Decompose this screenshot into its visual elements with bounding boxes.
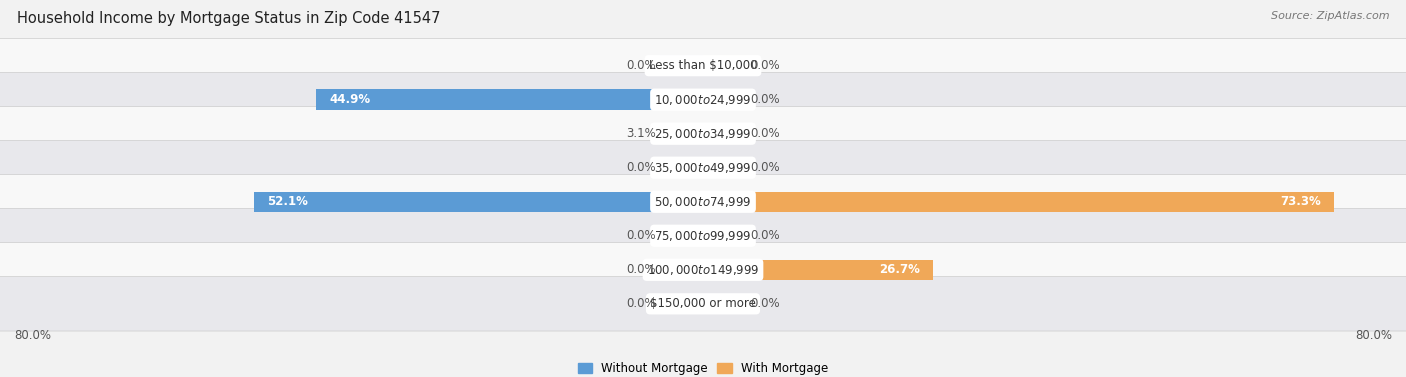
- Text: $50,000 to $74,999: $50,000 to $74,999: [654, 195, 752, 209]
- Text: 0.0%: 0.0%: [751, 93, 780, 106]
- FancyBboxPatch shape: [0, 175, 1406, 229]
- Bar: [659, 294, 703, 314]
- Bar: [659, 55, 703, 76]
- Bar: [703, 225, 747, 246]
- Bar: [703, 158, 747, 178]
- Text: 80.0%: 80.0%: [14, 329, 51, 342]
- Legend: Without Mortgage, With Mortgage: Without Mortgage, With Mortgage: [574, 357, 832, 377]
- FancyBboxPatch shape: [0, 242, 1406, 297]
- Text: 52.1%: 52.1%: [267, 195, 308, 208]
- FancyBboxPatch shape: [0, 141, 1406, 195]
- Text: 0.0%: 0.0%: [626, 59, 655, 72]
- Text: 0.0%: 0.0%: [626, 161, 655, 174]
- Text: Household Income by Mortgage Status in Zip Code 41547: Household Income by Mortgage Status in Z…: [17, 11, 440, 26]
- Text: 44.9%: 44.9%: [329, 93, 370, 106]
- FancyBboxPatch shape: [0, 208, 1406, 263]
- Text: $35,000 to $49,999: $35,000 to $49,999: [654, 161, 752, 175]
- Text: 0.0%: 0.0%: [626, 229, 655, 242]
- Bar: [659, 260, 703, 280]
- Bar: [659, 124, 703, 144]
- Text: $75,000 to $99,999: $75,000 to $99,999: [654, 229, 752, 243]
- Bar: [703, 55, 747, 76]
- Text: 0.0%: 0.0%: [751, 59, 780, 72]
- Text: $100,000 to $149,999: $100,000 to $149,999: [647, 263, 759, 277]
- Text: 0.0%: 0.0%: [751, 127, 780, 140]
- Text: 80.0%: 80.0%: [1355, 329, 1392, 342]
- Text: $150,000 or more: $150,000 or more: [650, 297, 756, 310]
- Text: 3.1%: 3.1%: [626, 127, 655, 140]
- Text: $10,000 to $24,999: $10,000 to $24,999: [654, 93, 752, 107]
- Text: $25,000 to $34,999: $25,000 to $34,999: [654, 127, 752, 141]
- FancyBboxPatch shape: [0, 72, 1406, 127]
- FancyBboxPatch shape: [0, 277, 1406, 331]
- Bar: [703, 294, 747, 314]
- Bar: [659, 225, 703, 246]
- Text: 26.7%: 26.7%: [879, 263, 920, 276]
- Text: Source: ZipAtlas.com: Source: ZipAtlas.com: [1271, 11, 1389, 21]
- Bar: [703, 260, 934, 280]
- FancyBboxPatch shape: [0, 38, 1406, 93]
- Text: Less than $10,000: Less than $10,000: [648, 59, 758, 72]
- Bar: [703, 89, 747, 110]
- FancyBboxPatch shape: [0, 106, 1406, 161]
- Text: 0.0%: 0.0%: [751, 161, 780, 174]
- Bar: [316, 89, 703, 110]
- Bar: [659, 158, 703, 178]
- Text: 0.0%: 0.0%: [626, 263, 655, 276]
- Text: 73.3%: 73.3%: [1281, 195, 1322, 208]
- Text: 0.0%: 0.0%: [626, 297, 655, 310]
- Text: 0.0%: 0.0%: [751, 297, 780, 310]
- Text: 0.0%: 0.0%: [751, 229, 780, 242]
- Bar: [703, 192, 1334, 212]
- Bar: [703, 124, 747, 144]
- Bar: [254, 192, 703, 212]
